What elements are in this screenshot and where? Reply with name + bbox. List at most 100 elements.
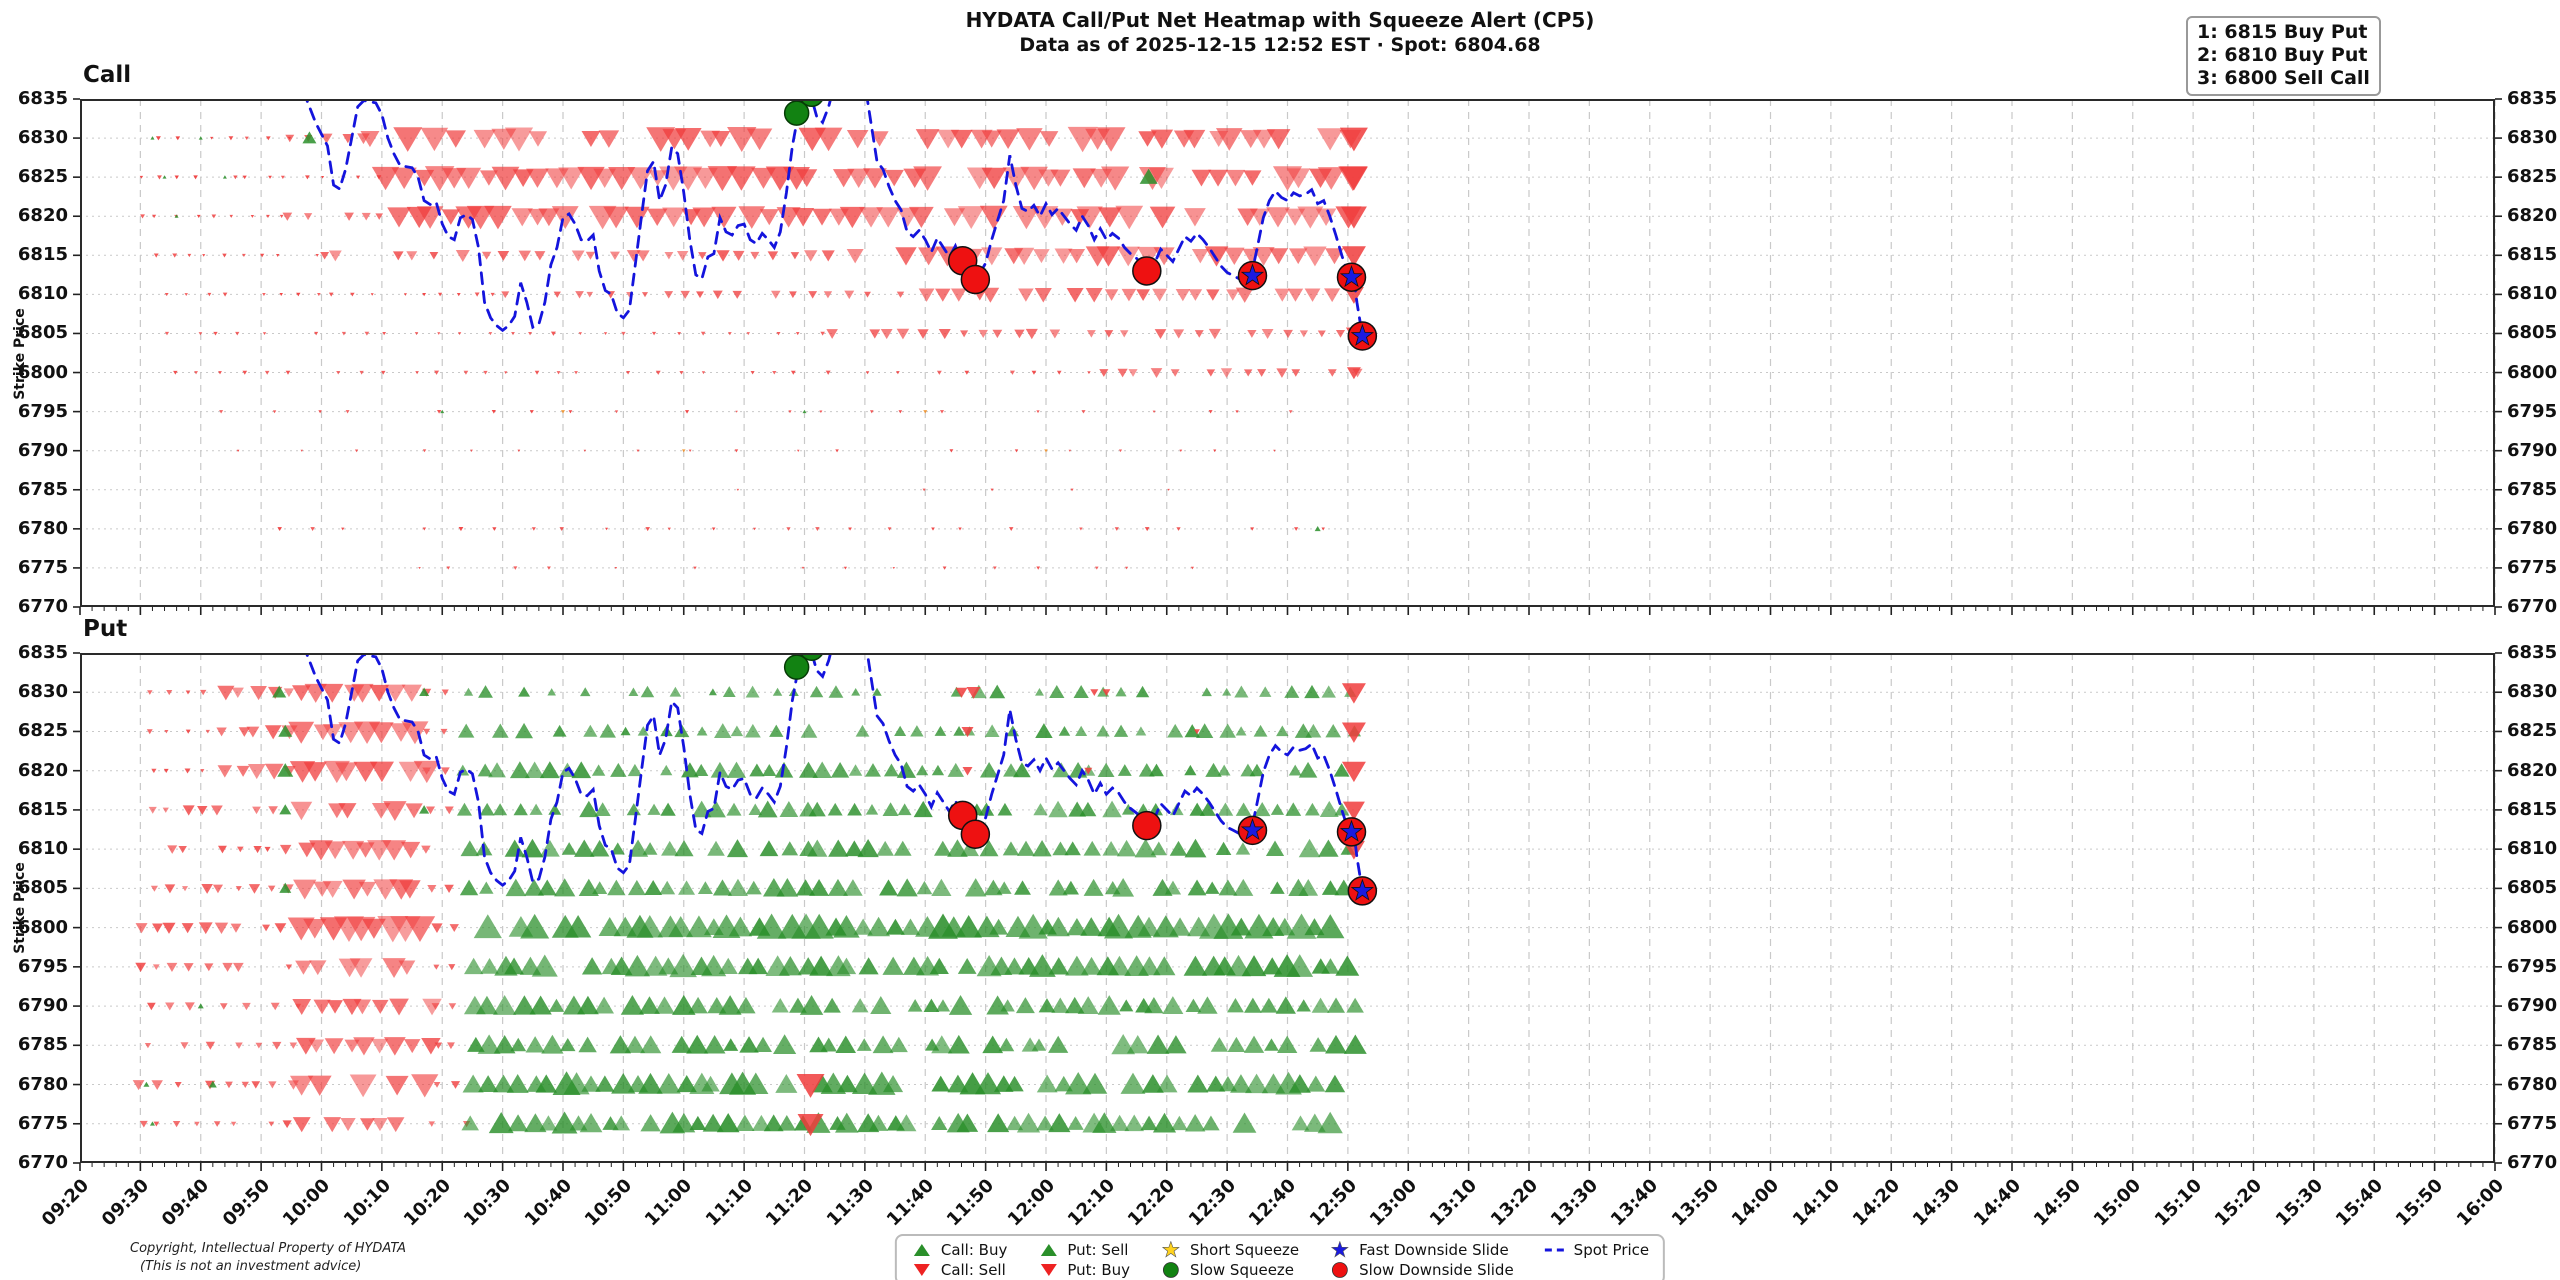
put-buy-triangle: [624, 954, 651, 977]
put-buy-triangle: [1269, 881, 1285, 894]
call-sell-triangle: [846, 248, 864, 264]
put-buy-triangle: [457, 723, 475, 738]
call-marks: [139, 99, 1378, 570]
call-sell-triangle: [262, 293, 266, 297]
call-sell-triangle: [646, 208, 668, 226]
call-sell-triangle: [164, 331, 170, 336]
call-single-marker: [162, 175, 167, 179]
slow-downside-slide-marker: [960, 819, 991, 849]
put-buy-triangle: [524, 1113, 547, 1133]
put-buy-triangle: [984, 879, 1003, 896]
put-buy-triangle: [834, 1112, 859, 1133]
call-sell-triangle: [529, 410, 534, 414]
call-sell-triangle: [752, 527, 757, 531]
call-sell-triangle: [1286, 168, 1311, 189]
x-tick-label: 10:00: [278, 1175, 335, 1231]
call-sell-triangle: [1184, 208, 1206, 227]
put-buy-triangle: [513, 995, 536, 1015]
call-sell-triangle: [497, 250, 510, 261]
call-sell-triangle: [375, 213, 384, 220]
put-buy-triangle: [656, 1073, 681, 1094]
put-buy-triangle: [515, 722, 534, 739]
x-tick-label: 11:30: [822, 1175, 878, 1231]
put-buy-triangle: [477, 763, 493, 777]
call-sell-triangle: [371, 166, 400, 191]
y-tick-label-right: 6775: [2507, 556, 2558, 578]
legend-item-label: Spot Price: [1573, 1240, 1650, 1259]
put-marks: [132, 653, 1378, 1137]
put-buy-triangle: [1276, 1035, 1298, 1053]
put-buy-triangle: [707, 997, 727, 1014]
call-sell-triangle: [260, 253, 265, 258]
put-buy-triangle: [1222, 687, 1232, 696]
put-buy-triangle: [626, 803, 641, 816]
put-buy-triangle: [1083, 878, 1104, 896]
call-single-marker: [923, 410, 928, 414]
x-tick-label: 14:40: [1969, 1175, 2025, 1231]
put-sell-triangle: [231, 687, 244, 699]
call-sell-triangle: [863, 168, 887, 189]
call-sell-triangle: [222, 253, 227, 258]
put-buy-triangle: [964, 878, 987, 897]
put-buy-triangle: [900, 918, 921, 935]
put-sell-triangle: [303, 918, 327, 939]
put-buy-triangle: [668, 915, 694, 937]
put-sell-triangle: [153, 1121, 160, 1127]
call-sell-triangle: [473, 129, 496, 149]
put-sell-triangle: [349, 958, 373, 978]
call-sell-triangle: [796, 169, 818, 188]
y-tick-label-right: 6790: [2507, 995, 2558, 1017]
y-tick-label-right: 6815: [2507, 798, 2558, 820]
put-sell-triangle: [204, 963, 214, 972]
call-sell-triangle: [531, 527, 536, 531]
put-buy-triangle: [1036, 1115, 1054, 1131]
put-single-marker: [272, 685, 287, 698]
call-sell-triangle: [1014, 329, 1025, 339]
put-buy-triangle: [987, 1113, 1010, 1133]
call-sell-triangle: [266, 214, 270, 219]
put-buy-triangle: [688, 996, 708, 1014]
call-sell-triangle: [534, 251, 546, 261]
fast-downside-slide-star: [1240, 263, 1265, 286]
put-buy-triangle: [779, 801, 799, 817]
call-sell-triangle: [943, 208, 966, 227]
x-tick-label: 13:40: [1607, 1175, 1663, 1231]
call-sell-triangle: [1052, 208, 1073, 226]
put-buy-triangle: [1316, 914, 1345, 939]
put-sell-triangle: [222, 962, 233, 972]
call-sell-triangle: [869, 329, 881, 339]
put-buy-triangle: [809, 685, 824, 698]
put-buy-triangle: [886, 918, 905, 935]
call-sell-triangle: [732, 290, 742, 299]
put-buy-triangle: [754, 1036, 772, 1053]
call-sell-triangle: [152, 214, 157, 219]
put-buy-triangle: [1325, 723, 1342, 738]
call-sell-triangle: [655, 370, 661, 375]
y-tick-label-left: 6830: [17, 127, 68, 149]
call-sell-triangle: [1119, 330, 1129, 338]
x-tick-label: 16:00: [2452, 1175, 2508, 1231]
put-buy-triangle: [598, 917, 621, 936]
call-sell-triangle: [1276, 368, 1288, 378]
call-sell-triangle: [1291, 369, 1301, 377]
put-sell-triangle: [369, 684, 390, 702]
put-buy-triangle: [1032, 840, 1052, 857]
call-sell-triangle: [931, 527, 935, 531]
y-tick-label-right: 6800: [2507, 361, 2558, 383]
call-sell-triangle: [1304, 288, 1321, 302]
call-sell-triangle: [624, 206, 650, 229]
put-buy-triangle: [1189, 802, 1205, 816]
put-buy-triangle: [594, 802, 611, 816]
call-sell-triangle: [466, 205, 495, 230]
put-sell-triangle: [151, 1080, 163, 1090]
put-buy-triangle: [669, 953, 697, 978]
triangle-down-icon: [913, 1263, 930, 1276]
call-sell-triangle: [677, 332, 682, 336]
put-buy-triangle: [757, 800, 778, 818]
put-sell-triangle: [197, 806, 208, 815]
put-sell-triangle: [268, 806, 278, 815]
call-sell-triangle: [1315, 208, 1337, 227]
call-sell-triangle: [712, 290, 723, 300]
call-sell-triangle: [614, 410, 619, 414]
put-buy-triangle: [460, 840, 480, 857]
